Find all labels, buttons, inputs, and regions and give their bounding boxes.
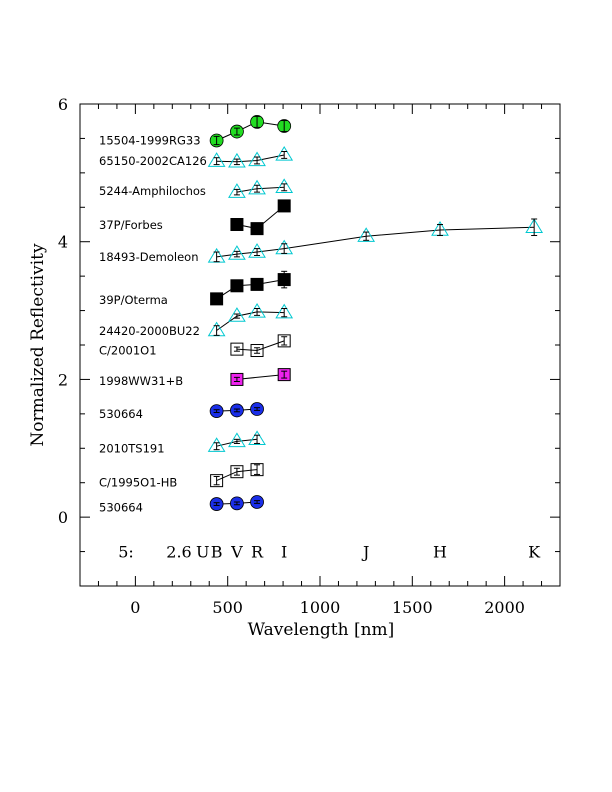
series-label: 18493-Demoleon	[99, 250, 199, 264]
data-point	[357, 227, 376, 242]
series-label: 37P/Forbes	[99, 218, 163, 232]
band-label-r: R	[251, 543, 264, 562]
band-label-i: I	[281, 543, 287, 562]
data-point	[275, 145, 294, 161]
data-point	[248, 179, 266, 195]
y-tick-label: 4	[58, 233, 68, 252]
series-label: 530664	[99, 407, 143, 421]
data-point	[250, 463, 264, 477]
series-label: C/2001O1	[99, 344, 157, 358]
series-9	[209, 402, 264, 419]
series-6	[207, 302, 294, 337]
data-point	[228, 152, 246, 168]
band-label-j: J	[361, 543, 369, 562]
band-prefix-2: 2.6	[166, 543, 191, 562]
series-label: 1998WW31+B	[99, 374, 183, 388]
series-label: C/1995O1-HB	[99, 476, 177, 490]
x-axis-title: Wavelength [nm]	[248, 620, 395, 640]
data-point	[275, 178, 294, 194]
data-point	[277, 334, 291, 348]
band-prefix-1: 5:	[118, 543, 134, 562]
series-11	[210, 463, 264, 488]
x-tick-label: 0	[130, 598, 140, 617]
data-point	[228, 307, 246, 322]
data-point	[275, 303, 294, 319]
series-labels: 15504-1999RG33 65150-2002CA126 5244-Amphil…	[99, 133, 207, 514]
series-label: 530664	[99, 501, 143, 515]
data-point	[207, 152, 226, 167]
data-point	[210, 474, 224, 488]
axes	[79, 103, 561, 587]
series-label: 2010TS191	[99, 441, 165, 455]
x-tick-label: 500	[212, 598, 243, 617]
series-label: 5244-Amphilochos	[99, 184, 206, 198]
y-axis-title: Normalized Reflectivity	[28, 243, 48, 447]
y-tick-label: 0	[58, 508, 68, 527]
band-label-k: K	[528, 543, 541, 562]
series-10	[207, 430, 266, 452]
y-tick-label: 6	[58, 95, 68, 114]
series-label: 65150-2002CA126	[99, 154, 207, 168]
series-line	[236, 374, 285, 380]
series-label: 24420-2000BU22	[99, 324, 200, 338]
tick-labels: 0 500 1000 1500 2000 0 2 4 6	[58, 95, 525, 617]
data-point	[230, 465, 244, 479]
series-12	[209, 495, 264, 511]
band-label-u: U	[196, 543, 209, 562]
series-line	[236, 340, 285, 352]
series-1	[207, 145, 294, 168]
series-line	[216, 154, 285, 163]
data-point	[250, 344, 264, 358]
data-point	[248, 151, 266, 167]
data-point	[248, 302, 266, 318]
series-5	[210, 270, 291, 306]
series-line	[216, 121, 285, 141]
photometric-band-labels: 5: 2.6 U B V R I J H K	[118, 543, 541, 562]
series-line	[216, 311, 285, 331]
series-line	[216, 226, 535, 258]
data-point	[228, 432, 246, 448]
band-label-v: V	[230, 543, 243, 562]
series-8	[230, 368, 291, 386]
data-point	[248, 430, 266, 446]
series-label: 15504-1999RG33	[99, 133, 201, 147]
series-label: 39P/Oterma	[99, 293, 168, 307]
x-tick-label: 2000	[484, 598, 525, 617]
series-group	[207, 115, 544, 511]
series-3	[230, 199, 291, 236]
data-point	[230, 342, 244, 356]
data-point	[248, 243, 266, 258]
data-point	[228, 245, 246, 260]
x-tick-label: 1000	[300, 598, 341, 617]
x-tick-label: 1500	[392, 598, 433, 617]
series-7	[230, 334, 291, 358]
series-4	[207, 218, 544, 263]
series-0	[209, 115, 292, 148]
data-point	[207, 437, 226, 452]
data-point	[228, 183, 246, 198]
band-label-h: H	[433, 543, 447, 562]
band-label-b: B	[211, 543, 223, 562]
series-line	[216, 279, 285, 300]
y-tick-label: 2	[58, 370, 68, 389]
series-2	[228, 178, 294, 198]
